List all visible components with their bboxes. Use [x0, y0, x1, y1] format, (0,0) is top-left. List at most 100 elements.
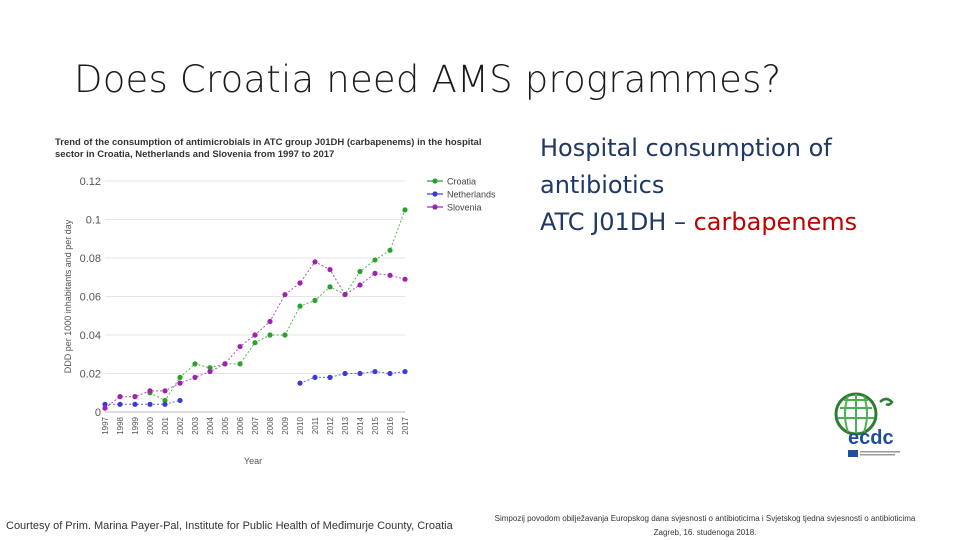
- x-tick-label: 2008: [266, 416, 275, 434]
- info-line-2: antibiotics: [540, 171, 665, 199]
- slovenia-point: [252, 332, 258, 338]
- x-tick-label: 2004: [206, 416, 215, 434]
- netherlands-point: [387, 370, 393, 377]
- ecdc-logo: ecdc: [834, 392, 900, 457]
- x-tick-label: 2003: [191, 416, 200, 434]
- y-axis-title: DDD per 1000 inhabitants and per day: [63, 219, 73, 373]
- line-chart: 0 0.02 0.04 0.06 0.08 0.1 0.12 1997 1998 1999 2000…: [63, 176, 496, 466]
- slovenia-point: [237, 343, 243, 350]
- slovenia-point: [267, 318, 273, 325]
- info-text: Hospital consumption of antibiotics ATC …: [540, 130, 857, 241]
- x-tick-label: 1998: [116, 416, 125, 434]
- croatia-legend-marker: [432, 178, 438, 184]
- croatia-point: [357, 268, 363, 275]
- y-tick-label: 0.12: [80, 176, 101, 188]
- slovenia-point: [222, 361, 228, 367]
- slovenia-point: [192, 374, 198, 380]
- croatia-point: [162, 397, 168, 404]
- slovenia-point: [147, 388, 153, 394]
- netherlands-point: [117, 401, 123, 407]
- slovenia-point: [297, 280, 303, 286]
- netherlands-point: [402, 368, 408, 375]
- netherlands-point: [162, 401, 168, 407]
- x-tick-label: 2002: [176, 416, 185, 434]
- y-tick-label: 0.1: [86, 215, 101, 227]
- x-tick-label: 1999: [131, 416, 140, 434]
- croatia-point: [387, 247, 393, 253]
- y-tick-label: 0.06: [80, 292, 101, 304]
- x-axis-title: Year: [244, 456, 262, 466]
- y-tick-label: 0.08: [80, 253, 101, 265]
- netherlands-point: [327, 374, 333, 380]
- slovenia-point: [342, 291, 348, 298]
- croatia-point: [237, 361, 243, 367]
- netherlands-point: [132, 401, 138, 407]
- croatia-point: [207, 365, 213, 371]
- netherlands-point: [312, 374, 318, 380]
- x-tick-label: 2001: [161, 416, 170, 434]
- info-line-3: ATC J01DH – carbapenems: [540, 204, 857, 241]
- slovenia-legend-marker: [432, 204, 438, 210]
- croatia-point: [267, 332, 273, 338]
- slovenia-point: [132, 394, 138, 400]
- y-tick-label: 0: [95, 407, 101, 419]
- x-tick-label: 2014: [356, 416, 365, 434]
- netherlands-legend-marker: [432, 191, 438, 197]
- x-tick-label: 2015: [371, 416, 380, 434]
- netherlands-point: [372, 368, 378, 375]
- carbapenems-highlight: carbapenems: [693, 208, 858, 236]
- croatia-point: [402, 207, 408, 213]
- netherlands-point: [102, 401, 108, 407]
- slovenia-point: [177, 380, 183, 386]
- croatia-point: [372, 257, 378, 263]
- slovenia-point: [357, 282, 363, 288]
- y-tick-label: 0.04: [80, 330, 101, 342]
- x-tick-label: 2013: [341, 416, 350, 434]
- croatia-point: [252, 340, 258, 346]
- slovenia-point: [102, 405, 108, 411]
- slovenia-point: [312, 259, 318, 265]
- x-tick-label: 2000: [146, 416, 155, 434]
- x-tick-label: 2011: [311, 416, 320, 434]
- slovenia-legend-label: Slovenia: [447, 203, 482, 213]
- croatia-series-line: [149, 209, 406, 402]
- croatia-point: [177, 374, 183, 380]
- slovenia-point: [282, 291, 288, 298]
- netherlands-legend-label: Netherlands: [447, 190, 496, 200]
- chart-title: Trend of the consumption of antimicrobia…: [55, 137, 482, 160]
- y-tick-label: 0.02: [80, 369, 101, 381]
- x-tick-label: 2007: [251, 416, 260, 434]
- croatia-point: [297, 303, 303, 309]
- slovenia-point: [117, 394, 123, 400]
- x-tick-label: 2006: [236, 416, 245, 434]
- footer-line-2: Zagreb, 16. studenoga 2018.: [653, 528, 757, 537]
- netherlands-point: [357, 370, 363, 377]
- x-tick-label: 2005: [221, 416, 230, 434]
- croatia-point: [192, 361, 198, 367]
- netherlands-point: [342, 370, 348, 377]
- x-tick-label: 2012: [326, 416, 335, 434]
- courtesy-note: Courtesy of Prim. Marina Payer-Pal, Inst…: [6, 520, 453, 532]
- x-tick-label: 1997: [101, 416, 110, 434]
- x-tick-label: 2009: [281, 416, 290, 434]
- slovenia-point: [402, 276, 408, 282]
- netherlands-point: [147, 401, 153, 407]
- x-tick-label: 2017: [401, 416, 410, 434]
- slovenia-point: [162, 388, 168, 394]
- slide-title: Does Croatia need AMS programmes?: [74, 58, 782, 101]
- slovenia-point: [207, 368, 213, 375]
- croatia-point: [282, 332, 288, 338]
- croatia-legend-label: Croatia: [447, 177, 476, 187]
- croatia-point: [312, 297, 318, 303]
- netherlands-point: [297, 380, 303, 386]
- netherlands-point: [177, 397, 183, 404]
- info-line-3-prefix: ATC J01DH –: [540, 208, 694, 236]
- slovenia-point: [387, 272, 393, 278]
- x-tick-label: 2016: [386, 416, 395, 434]
- slovenia-point: [372, 270, 378, 276]
- footer: Simpozij povodom obilježavanja Europskog…: [455, 512, 955, 540]
- footer-line-1: Simpozij povodom obilježavanja Europskog…: [494, 514, 916, 523]
- info-line-1: Hospital consumption of: [540, 134, 832, 162]
- logo-text: ecdc: [848, 427, 894, 449]
- netherlands-series-line: [105, 399, 181, 405]
